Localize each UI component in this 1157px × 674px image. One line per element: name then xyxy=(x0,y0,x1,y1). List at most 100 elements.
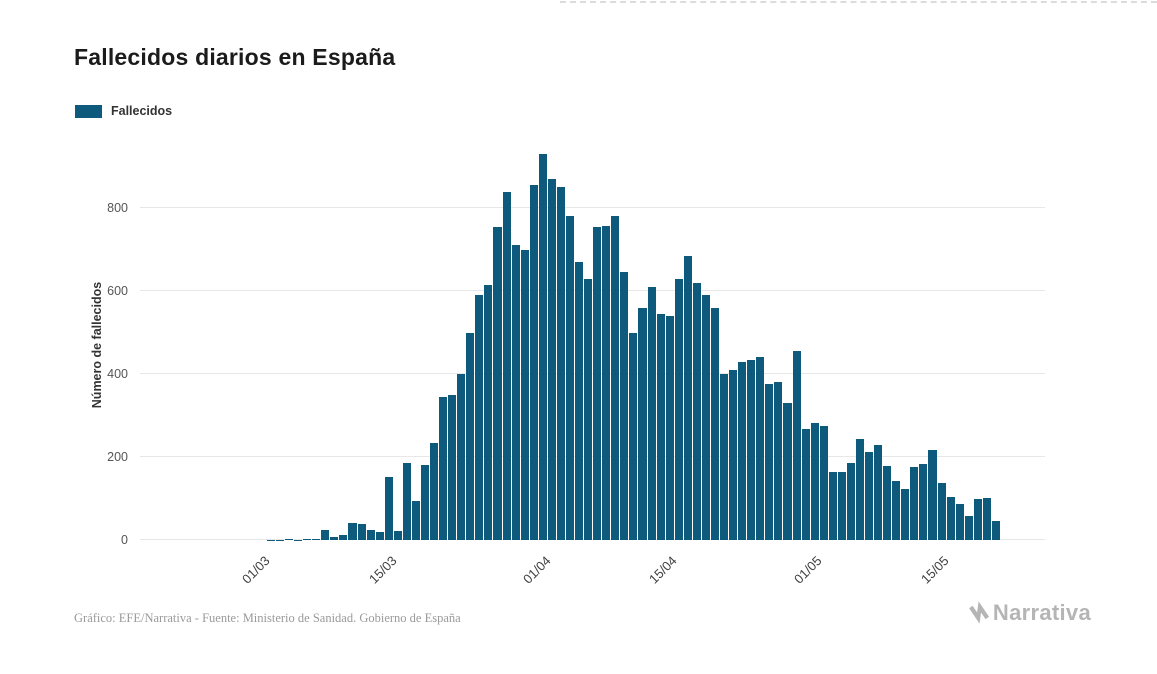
bar[interactable] xyxy=(883,465,892,540)
bar[interactable] xyxy=(792,351,801,540)
bar[interactable] xyxy=(430,442,439,540)
gridline xyxy=(140,539,1045,540)
x-tick-label: 01/03 xyxy=(239,553,273,587)
bar[interactable] xyxy=(982,497,991,540)
gridline xyxy=(140,207,1045,209)
gridline xyxy=(140,290,1045,292)
bar[interactable] xyxy=(321,530,330,540)
bar[interactable] xyxy=(991,521,1000,540)
bar[interactable] xyxy=(774,382,783,540)
bar[interactable] xyxy=(874,445,883,540)
bar[interactable] xyxy=(756,357,765,540)
bar[interactable] xyxy=(901,488,910,540)
bar[interactable] xyxy=(529,185,538,540)
bar[interactable] xyxy=(393,531,402,540)
bar[interactable] xyxy=(439,396,448,540)
gridline xyxy=(140,373,1045,375)
narrativa-logo-text: Narrativa xyxy=(992,600,1091,625)
bar[interactable] xyxy=(674,278,683,540)
bar[interactable] xyxy=(738,361,747,540)
bar[interactable] xyxy=(692,282,701,540)
bar[interactable] xyxy=(846,463,855,540)
bar[interactable] xyxy=(366,529,375,540)
x-tick-label: 15/05 xyxy=(917,553,952,587)
y-tick-label: 200 xyxy=(107,450,128,465)
bar[interactable] xyxy=(747,359,756,540)
bar[interactable] xyxy=(584,278,593,540)
bar[interactable] xyxy=(538,154,547,540)
bar[interactable] xyxy=(710,307,719,540)
legend-item-fallecidos[interactable]: Fallecidos xyxy=(75,104,172,118)
bar[interactable] xyxy=(312,538,321,540)
bar[interactable] xyxy=(765,384,774,540)
bar[interactable] xyxy=(683,255,692,540)
source-credit: Gráfico: EFE/Narrativa - Fuente: Ministe… xyxy=(74,611,461,625)
bar[interactable] xyxy=(339,535,348,540)
bar[interactable] xyxy=(828,471,837,540)
bar[interactable] xyxy=(928,449,937,540)
bar[interactable] xyxy=(575,262,584,540)
bar[interactable] xyxy=(919,463,928,540)
bar[interactable] xyxy=(511,245,520,540)
bar[interactable] xyxy=(647,286,656,540)
bar[interactable] xyxy=(475,295,484,540)
bar[interactable] xyxy=(420,465,429,540)
bar[interactable] xyxy=(348,523,357,540)
bar[interactable] xyxy=(729,369,738,540)
bar[interactable] xyxy=(565,216,574,540)
bar[interactable] xyxy=(285,539,294,540)
bar[interactable] xyxy=(783,403,792,540)
chart-title: Fallecidos diarios en España xyxy=(74,44,396,70)
bar[interactable] xyxy=(629,332,638,540)
bar[interactable] xyxy=(556,187,565,540)
bar[interactable] xyxy=(855,438,864,540)
bar[interactable] xyxy=(375,531,384,540)
bar[interactable] xyxy=(493,226,502,540)
bar[interactable] xyxy=(466,332,475,540)
bar[interactable] xyxy=(837,471,846,540)
bar[interactable] xyxy=(937,482,946,540)
bar[interactable] xyxy=(484,284,493,540)
bar[interactable] xyxy=(411,500,420,540)
bar[interactable] xyxy=(910,466,919,540)
plot-area xyxy=(140,150,1045,540)
bar[interactable] xyxy=(620,272,629,540)
bar[interactable] xyxy=(611,216,620,540)
narrativa-logo-icon xyxy=(969,601,989,624)
bar[interactable] xyxy=(448,394,457,540)
bar[interactable] xyxy=(865,451,874,540)
bar[interactable] xyxy=(656,313,665,540)
bar[interactable] xyxy=(701,295,710,540)
bar[interactable] xyxy=(946,496,955,540)
gridline xyxy=(140,456,1045,458)
bar[interactable] xyxy=(638,307,647,540)
bar[interactable] xyxy=(964,515,973,540)
bar[interactable] xyxy=(303,539,312,540)
bar[interactable] xyxy=(973,498,982,540)
bar[interactable] xyxy=(502,191,511,540)
bar[interactable] xyxy=(892,480,901,540)
bar[interactable] xyxy=(457,374,466,540)
legend-swatch xyxy=(75,104,102,118)
bar[interactable] xyxy=(602,225,611,540)
bar[interactable] xyxy=(810,423,819,540)
bar[interactable] xyxy=(955,503,964,540)
bar[interactable] xyxy=(547,179,556,540)
bar[interactable] xyxy=(402,463,411,540)
window-edge-artifact xyxy=(560,1,1157,3)
bar[interactable] xyxy=(330,536,339,540)
bar[interactable] xyxy=(520,249,529,540)
bar[interactable] xyxy=(819,425,828,540)
x-tick-label: 15/04 xyxy=(646,553,681,587)
bar[interactable] xyxy=(665,315,674,540)
bar[interactable] xyxy=(593,226,602,540)
bar[interactable] xyxy=(357,524,366,540)
bar[interactable] xyxy=(384,476,393,540)
y-axis-labels: 0 200 400 600 800 xyxy=(70,150,128,547)
y-tick-label: 0 xyxy=(121,533,128,547)
bar[interactable] xyxy=(720,374,729,540)
bars xyxy=(140,150,1045,540)
bar[interactable] xyxy=(801,428,810,540)
legend-label: Fallecidos xyxy=(111,104,173,118)
